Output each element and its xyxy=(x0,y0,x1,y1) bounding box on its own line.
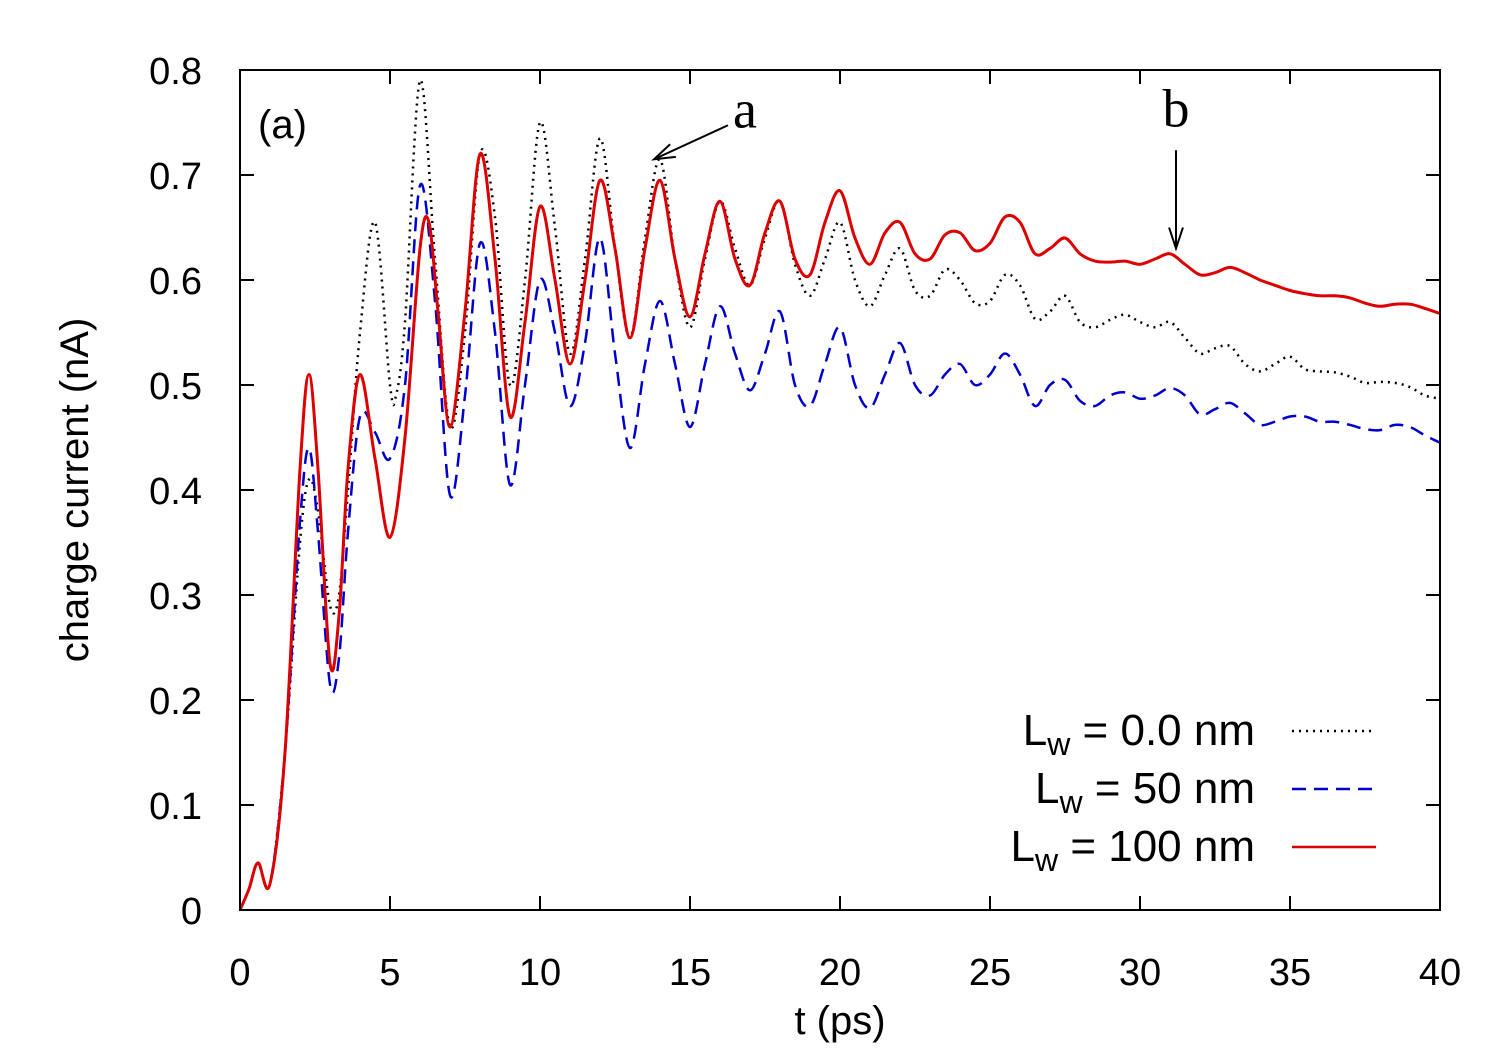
legend-label-1: Lw = 50 nm xyxy=(1035,764,1255,820)
y-tick-label-4: 0.4 xyxy=(149,471,202,513)
series-line-0 xyxy=(238,78,1441,911)
y-tick-label-8: 0.8 xyxy=(149,51,202,93)
x-tick-label-7: 35 xyxy=(1269,952,1311,994)
annotation-arrowhead-1 xyxy=(1168,227,1184,252)
legend-label-2-prefix: L xyxy=(1011,822,1035,871)
y-tick-label-1: 0.1 xyxy=(149,786,202,828)
series-line-1 xyxy=(238,182,1441,911)
y-tick-label-3: 0.3 xyxy=(149,576,202,618)
annotation-label-0: a xyxy=(733,79,757,139)
legend-label-2: Lw = 100 nm xyxy=(1011,822,1256,878)
x-tick-label-6: 30 xyxy=(1119,952,1161,994)
legend-label-0: Lw = 0.0 nm xyxy=(1023,706,1255,762)
legend-label-1-prefix: L xyxy=(1035,764,1059,813)
ticks-layer: 0 5 10 15 20 25 30 35 40 0 0.1 0.2 0.3 0.4 0.5 0.6 0.7 0.… xyxy=(149,51,1461,994)
x-tick-label-8: 40 xyxy=(1419,952,1461,994)
series-layer xyxy=(238,78,1441,911)
legend-label-0-prefix: L xyxy=(1023,706,1047,755)
y-tick-label-5: 0.5 xyxy=(149,366,202,408)
legend-label-0-sub: w xyxy=(1046,726,1071,762)
legend-label-1-sub: w xyxy=(1058,784,1083,820)
y-tick-label-7: 0.7 xyxy=(149,156,202,198)
annotation-arrow-0 xyxy=(653,124,729,161)
legend-label-2-suffix: = 100 nm xyxy=(1058,822,1255,871)
legend: Lw = 0.0 nm Lw = 50 nm Lw = 100 nm xyxy=(1011,706,1376,878)
legend-label-1-suffix: = 50 nm xyxy=(1083,764,1255,813)
y-tick-label-0: 0 xyxy=(181,891,202,933)
x-tick-label-1: 5 xyxy=(379,952,400,994)
x-tick-label-0: 0 xyxy=(229,952,250,994)
annotation-arrowhead-0 xyxy=(651,143,676,161)
y-tick-label-6: 0.6 xyxy=(149,261,202,303)
x-tick-label-5: 25 xyxy=(969,952,1011,994)
legend-label-2-sub: w xyxy=(1034,842,1059,878)
legend-label-0-suffix: = 0.0 nm xyxy=(1070,706,1255,755)
x-tick-label-4: 20 xyxy=(819,952,861,994)
panel-label: (a) xyxy=(258,103,307,147)
x-axis-title: t (ps) xyxy=(794,999,885,1043)
y-tick-label-2: 0.2 xyxy=(149,681,202,723)
series-line-2 xyxy=(238,151,1441,911)
plot-frame xyxy=(239,69,1441,911)
x-tick-label-3: 15 xyxy=(669,952,711,994)
x-tick-label-2: 10 xyxy=(519,952,561,994)
y-axis-title: charge current (nA) xyxy=(53,318,97,663)
annotation-label-1: b xyxy=(1163,78,1190,138)
